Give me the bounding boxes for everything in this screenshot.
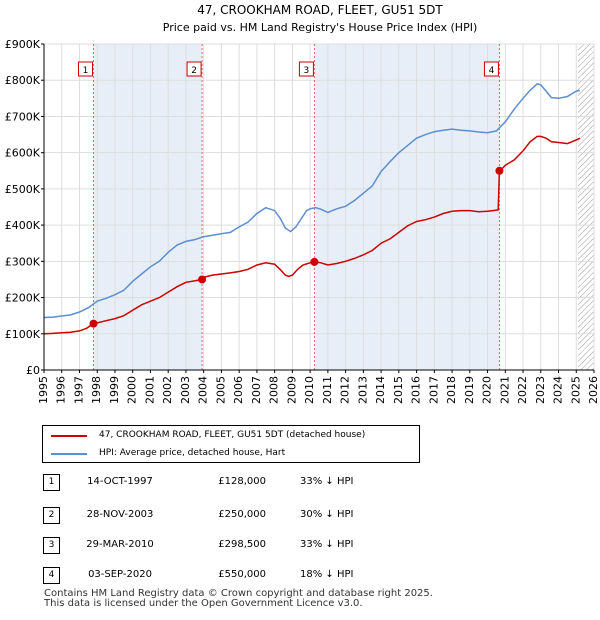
transaction-marker: 4	[43, 567, 60, 584]
series-line	[43, 82, 580, 319]
y-tick-label: £600K	[5, 147, 41, 160]
x-tick-label: 1995	[37, 376, 50, 404]
x-tick-label: 1998	[90, 376, 103, 404]
transaction-marker: 2	[43, 507, 60, 524]
x-tick-label: 2006	[232, 376, 245, 404]
x-tick-label: 2021	[498, 376, 511, 404]
x-tick-label: 2002	[161, 376, 174, 404]
transaction-hpi: 30% ↓ HPI	[300, 509, 354, 520]
x-tick-label: 2005	[214, 376, 227, 404]
x-tick-label: 2022	[516, 376, 529, 404]
x-tick-label: 2008	[268, 376, 281, 404]
x-tick-label: 2024	[552, 376, 565, 404]
sale-marker-box	[298, 61, 314, 77]
footer: Contains HM Land Registry data © Crown c…	[44, 589, 433, 609]
x-tick-label: 2018	[445, 376, 458, 404]
x-tick-label: 2014	[374, 376, 387, 404]
sale-point	[89, 319, 98, 328]
x-tick-label: 2000	[126, 376, 139, 404]
transaction-price: £128,000	[218, 476, 266, 487]
price-chart: 1 2 3 4 £0 £100K £200K £300K £400K £500K £600K £70…	[5, 3, 600, 404]
chart-title: 47, CROOKHAM ROAD, FLEET, GU51 5DT	[197, 3, 443, 17]
legend-label-property: 47, CROOKHAM ROAD, FLEET, GU51 5DT (deta…	[99, 430, 366, 440]
transaction-row: 1 14-OCT-1997 £128,000 33% ↓ HPI	[0, 467, 600, 497]
forecast-hatch	[578, 44, 594, 370]
transaction-price: £250,000	[218, 509, 266, 520]
x-tick-label: 2025	[569, 376, 582, 404]
x-tick-label: 2003	[179, 376, 192, 404]
sale-marker-box	[78, 61, 93, 77]
x-tick-label: 2026	[587, 376, 600, 404]
x-tick-label: 2013	[356, 376, 369, 404]
sale-point	[310, 257, 319, 266]
y-tick-label: £800K	[5, 74, 41, 87]
legend-swatch-hpi	[51, 453, 87, 455]
x-tick-label: 2010	[303, 376, 316, 404]
x-tick-label: 2016	[410, 376, 423, 404]
sale-marker-label: 4	[489, 66, 495, 76]
transaction-row: 3 29-MAR-2010 £298,500 33% ↓ HPI	[0, 530, 600, 560]
transaction-price: £550,000	[218, 569, 266, 580]
y-tick-label: £700K	[5, 110, 41, 123]
transaction-hpi: 18% ↓ HPI	[300, 569, 354, 580]
footer-licence: This data is licensed under the Open Gov…	[44, 598, 363, 609]
transaction-date: 28-NOV-2003	[86, 509, 154, 520]
transaction-price: £298,500	[218, 539, 266, 550]
sale-marker-box	[483, 61, 499, 77]
y-tick-label: £900K	[5, 38, 41, 51]
x-tick-label: 2007	[250, 376, 263, 404]
y-tick-label: £0	[26, 364, 40, 377]
y-tick-label: £100K	[5, 328, 41, 341]
y-tick-label: £500K	[5, 183, 41, 196]
y-tick-label: £200K	[5, 292, 41, 305]
sale-point	[495, 166, 504, 175]
transaction-hpi: 33% ↓ HPI	[300, 539, 354, 550]
transaction-marker: 1	[43, 474, 60, 491]
x-tick-label: 1997	[72, 376, 85, 404]
transaction-row: 4 03-SEP-2020 £550,000 18% ↓ HPI	[0, 560, 600, 590]
sale-point	[198, 275, 207, 284]
transaction-marker: 3	[43, 537, 60, 554]
transaction-date: 14-OCT-1997	[87, 476, 153, 487]
transaction-date: 03-SEP-2020	[88, 569, 152, 580]
legend: 47, CROOKHAM ROAD, FLEET, GU51 5DT (deta…	[42, 425, 420, 463]
x-tick-label: 2023	[534, 376, 547, 404]
legend-label-hpi: HPI: Average price, detached house, Hart	[99, 448, 286, 458]
x-tick-label: 2019	[463, 376, 476, 404]
x-tick-label: 1999	[108, 376, 121, 404]
sale-marker-box	[186, 61, 202, 77]
sale-marker-label: 3	[304, 66, 310, 76]
x-tick-label: 2009	[285, 376, 298, 404]
sale-marker-label: 1	[83, 66, 89, 76]
x-tick-label: 2004	[197, 376, 210, 404]
x-tick-label: 2011	[321, 376, 334, 404]
transaction-hpi: 33% ↓ HPI	[300, 476, 354, 487]
x-tick-label: 2001	[143, 376, 156, 404]
ownership-shade	[93, 44, 203, 370]
x-tick-label: 2017	[427, 376, 440, 404]
x-tick-label: 2012	[339, 376, 352, 404]
footer-copyright: Contains HM Land Registry data © Crown c…	[44, 588, 433, 599]
chart-subtitle: Price paid vs. HM Land Registry's House …	[163, 21, 478, 34]
x-tick-label: 2015	[392, 376, 405, 404]
legend-swatch-property	[51, 435, 87, 437]
sale-marker-label: 2	[191, 66, 197, 76]
y-tick-label: £300K	[5, 255, 41, 268]
x-tick-label: 2020	[481, 376, 494, 404]
transaction-date: 29-MAR-2010	[86, 539, 154, 550]
y-tick-label: £400K	[5, 219, 41, 232]
x-tick-label: 1996	[55, 376, 68, 404]
transaction-row: 2 28-NOV-2003 £250,000 30% ↓ HPI	[0, 500, 600, 530]
